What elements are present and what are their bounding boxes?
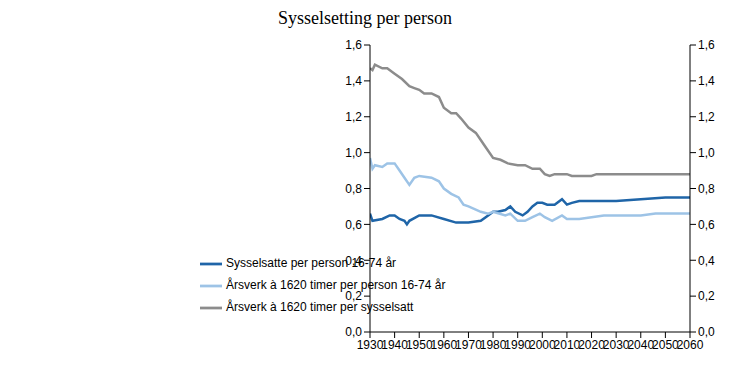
svg-text:1990: 1990 — [504, 338, 531, 352]
svg-text:2020: 2020 — [578, 338, 605, 352]
svg-text:0,8: 0,8 — [698, 182, 715, 196]
svg-text:1940: 1940 — [381, 338, 408, 352]
svg-text:2060: 2060 — [677, 338, 704, 352]
svg-text:1,4: 1,4 — [698, 74, 715, 88]
svg-text:0,2: 0,2 — [345, 289, 362, 303]
svg-text:1,0: 1,0 — [698, 146, 715, 160]
svg-text:1930: 1930 — [357, 338, 384, 352]
svg-text:1950: 1950 — [406, 338, 433, 352]
svg-text:1,2: 1,2 — [698, 110, 715, 124]
svg-text:2040: 2040 — [627, 338, 654, 352]
svg-text:2030: 2030 — [603, 338, 630, 352]
svg-text:1,6: 1,6 — [698, 38, 715, 52]
svg-text:0,6: 0,6 — [698, 218, 715, 232]
svg-text:1,6: 1,6 — [345, 38, 362, 52]
svg-text:0,4: 0,4 — [698, 254, 715, 268]
svg-text:0,8: 0,8 — [345, 182, 362, 196]
svg-text:2000: 2000 — [529, 338, 556, 352]
svg-text:0,2: 0,2 — [698, 289, 715, 303]
svg-text:1970: 1970 — [455, 338, 482, 352]
svg-text:1,0: 1,0 — [345, 146, 362, 160]
svg-text:2010: 2010 — [554, 338, 581, 352]
svg-text:0,4: 0,4 — [345, 254, 362, 268]
svg-text:0,0: 0,0 — [345, 325, 362, 339]
svg-text:1,4: 1,4 — [345, 74, 362, 88]
svg-text:0,6: 0,6 — [345, 218, 362, 232]
svg-text:1960: 1960 — [430, 338, 457, 352]
svg-text:0,0: 0,0 — [698, 325, 715, 339]
svg-text:1,2: 1,2 — [345, 110, 362, 124]
svg-text:1980: 1980 — [480, 338, 507, 352]
svg-text:2050: 2050 — [652, 338, 679, 352]
